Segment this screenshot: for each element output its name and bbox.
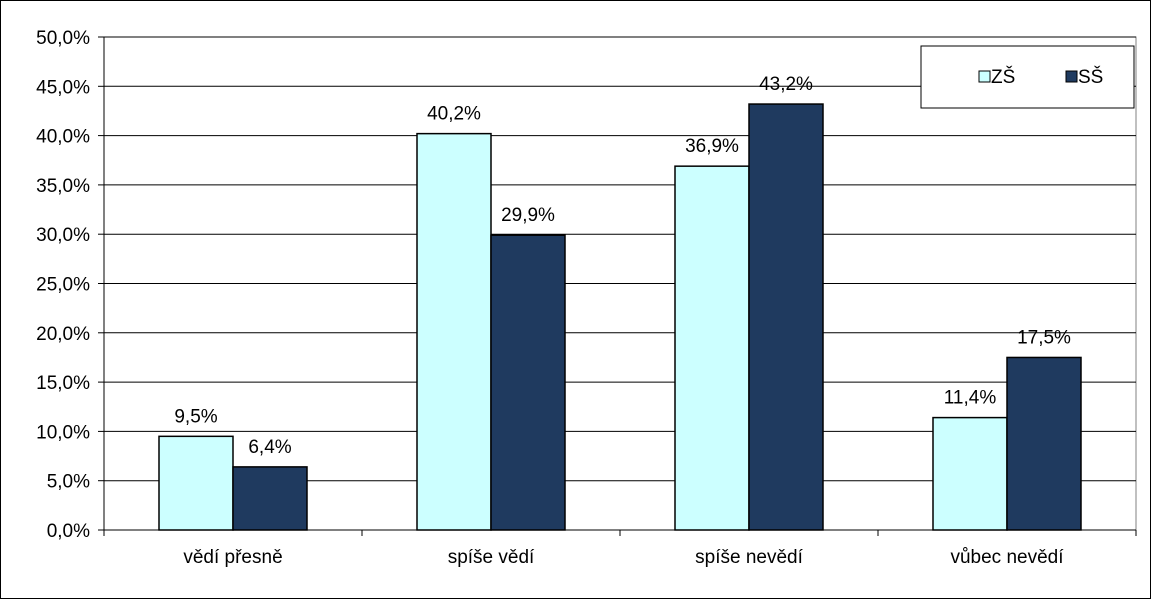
data-label: 40,2% <box>427 104 481 125</box>
legend-swatch-zs <box>978 70 991 83</box>
category-label: vědí přesně <box>183 547 282 568</box>
data-label: 29,9% <box>501 205 555 226</box>
category-label: spíše nevědí <box>695 547 803 568</box>
legend <box>920 45 1135 109</box>
data-label: 36,9% <box>685 136 739 157</box>
y-tick-label: 20,0% <box>36 324 90 345</box>
bar-zs <box>932 416 1008 531</box>
y-tick-label: 5,0% <box>47 472 90 493</box>
data-label: 43,2% <box>759 74 813 95</box>
bar-zs <box>158 435 234 531</box>
bar-zs <box>416 132 492 531</box>
y-tick-label: 50,0% <box>36 28 90 49</box>
y-tick-label: 25,0% <box>36 275 90 296</box>
category-label: spíše vědí <box>448 547 535 568</box>
bar-ss <box>490 234 566 531</box>
bar-ss <box>1006 356 1082 531</box>
y-tick-label: 15,0% <box>36 373 90 394</box>
data-label: 11,4% <box>944 388 997 409</box>
data-label: 6,4% <box>248 437 291 458</box>
bar-ss <box>748 103 824 531</box>
data-label: 9,5% <box>174 406 217 427</box>
category-label: vůbec nevědí <box>950 547 1064 568</box>
data-label: 17,5% <box>1017 327 1071 348</box>
y-tick-label: 45,0% <box>36 77 90 98</box>
y-tick-label: 0,0% <box>47 521 90 542</box>
y-tick-label: 30,0% <box>36 225 90 246</box>
legend-label: SŠ <box>1078 66 1103 88</box>
bar-zs <box>674 165 750 531</box>
legend-label: ZŠ <box>991 66 1015 88</box>
y-tick-label: 10,0% <box>36 422 90 443</box>
y-tick-label: 40,0% <box>36 127 90 148</box>
bar-ss <box>232 466 308 531</box>
y-tick-label: 35,0% <box>36 176 90 197</box>
legend-swatch-ss <box>1065 70 1078 83</box>
